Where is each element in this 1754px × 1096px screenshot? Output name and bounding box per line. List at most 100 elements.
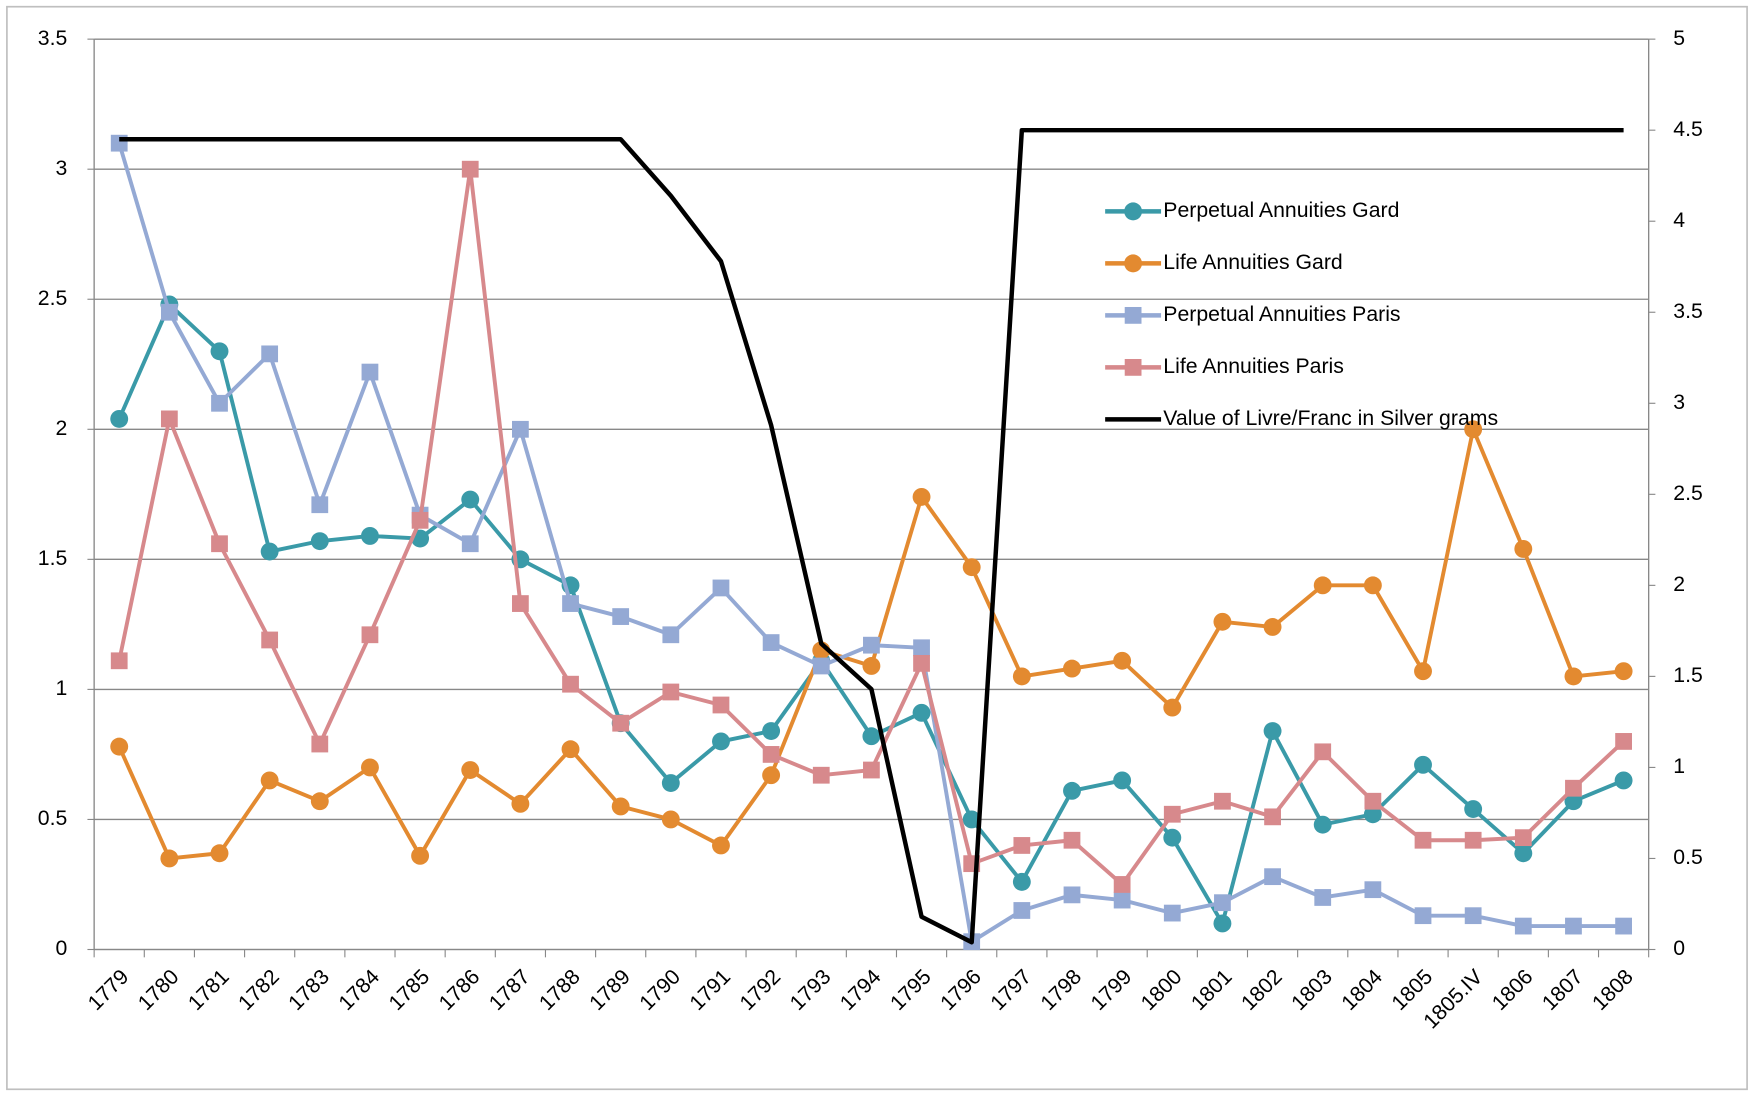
- marker: [260, 542, 279, 561]
- marker: [1163, 805, 1181, 823]
- marker: [1263, 722, 1282, 740]
- marker: [611, 797, 630, 816]
- y-tick-label: 3: [55, 156, 67, 180]
- legend-marker: [1124, 358, 1142, 376]
- marker: [211, 535, 228, 553]
- marker: [461, 160, 479, 178]
- marker: [1013, 902, 1031, 919]
- marker: [1514, 917, 1532, 935]
- marker: [812, 657, 830, 675]
- y2-tick-label: 5: [1673, 26, 1685, 50]
- marker: [1363, 805, 1382, 824]
- marker: [912, 487, 931, 506]
- marker: [863, 636, 880, 654]
- marker: [1313, 815, 1332, 834]
- marker: [962, 558, 981, 577]
- marker: [360, 526, 379, 545]
- marker: [561, 740, 580, 759]
- marker: [461, 490, 480, 509]
- marker: [310, 532, 329, 551]
- marker: [913, 639, 930, 657]
- marker: [1564, 667, 1583, 686]
- marker: [562, 595, 579, 612]
- marker: [762, 766, 781, 785]
- legend-label: Value of Livre/Franc in Silver grams: [1163, 406, 1498, 430]
- marker: [1414, 662, 1432, 681]
- marker: [1013, 837, 1031, 854]
- marker: [511, 794, 530, 813]
- marker: [1264, 808, 1281, 826]
- marker: [712, 732, 730, 751]
- y2-tick-label: 2.5: [1673, 481, 1703, 505]
- legend-label: Perpetual Annuities Gard: [1163, 198, 1399, 222]
- marker: [1464, 831, 1482, 849]
- marker: [1213, 612, 1232, 631]
- marker: [1615, 917, 1632, 935]
- y2-tick-label: 1.5: [1673, 663, 1703, 687]
- marker: [361, 363, 379, 381]
- marker: [1614, 662, 1633, 681]
- marker: [411, 511, 429, 529]
- y-tick-label: 1.5: [38, 546, 68, 570]
- marker: [1464, 800, 1483, 818]
- marker: [1214, 792, 1231, 810]
- marker: [1514, 539, 1533, 558]
- marker: [1514, 829, 1532, 847]
- marker: [812, 766, 830, 784]
- marker: [662, 683, 680, 701]
- marker: [261, 631, 279, 649]
- marker: [1264, 868, 1281, 886]
- y-tick-label: 1: [55, 676, 67, 700]
- marker: [1113, 876, 1131, 893]
- marker: [712, 696, 730, 714]
- marker: [110, 652, 128, 670]
- chart-border: [6, 5, 1748, 1091]
- y2-tick-label: 0: [1673, 936, 1685, 960]
- marker: [762, 746, 780, 763]
- marker: [862, 657, 881, 675]
- legend-label: Life Annuities Paris: [1163, 354, 1344, 378]
- marker: [1012, 667, 1031, 686]
- marker: [1113, 771, 1132, 790]
- marker: [1263, 618, 1282, 636]
- marker: [1163, 828, 1182, 847]
- marker: [511, 420, 529, 438]
- marker: [762, 634, 780, 651]
- marker: [712, 579, 730, 597]
- y-tick-label: 2.5: [38, 286, 68, 310]
- y2-tick-label: 2: [1673, 572, 1685, 596]
- marker: [912, 703, 931, 722]
- marker: [1063, 831, 1081, 849]
- legend-marker: [1124, 202, 1143, 221]
- marker: [1313, 576, 1332, 595]
- y-tick-label: 3.5: [38, 26, 68, 50]
- marker: [1464, 420, 1483, 439]
- marker: [863, 761, 880, 779]
- marker: [411, 846, 430, 865]
- marker: [311, 496, 329, 514]
- marker: [210, 342, 229, 361]
- marker: [1012, 872, 1031, 891]
- marker: [1414, 907, 1432, 925]
- marker: [1314, 743, 1332, 761]
- legend-marker: [1124, 306, 1142, 324]
- y2-tick-label: 4.5: [1673, 117, 1703, 141]
- marker: [160, 410, 178, 428]
- marker: [1363, 576, 1382, 595]
- y2-tick-label: 4: [1673, 208, 1685, 232]
- y-tick-label: 2: [55, 416, 67, 440]
- marker: [310, 792, 329, 811]
- marker: [211, 394, 228, 412]
- marker: [461, 761, 480, 779]
- marker: [110, 737, 129, 756]
- marker: [110, 409, 129, 428]
- marker: [1113, 891, 1131, 909]
- marker: [1414, 755, 1432, 774]
- marker: [1213, 914, 1232, 933]
- marker: [1565, 779, 1582, 797]
- marker: [1614, 771, 1633, 790]
- marker: [1163, 904, 1181, 922]
- marker: [1314, 889, 1332, 906]
- y2-tick-label: 3.5: [1673, 299, 1703, 323]
